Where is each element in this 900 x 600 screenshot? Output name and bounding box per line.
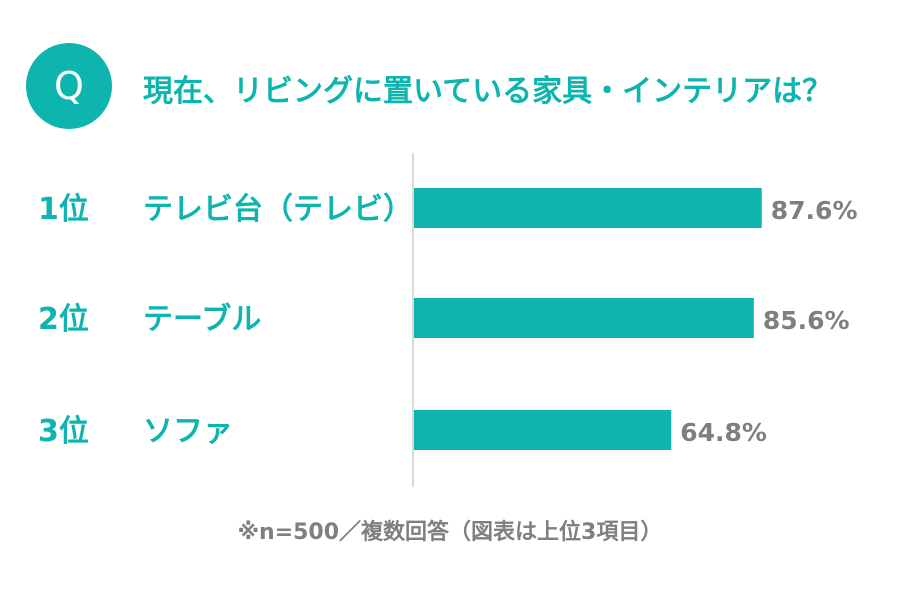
value-label: 87.6% [771, 196, 858, 225]
bar [414, 188, 762, 228]
bar [414, 410, 672, 450]
rank-label: 3位 [38, 414, 89, 449]
rank-label: 1位 [38, 192, 89, 227]
category-label: ソファ [143, 414, 233, 449]
rank-label: 2位 [38, 302, 89, 337]
question-title: 現在、リビングに置いている家具・インテリアは？ [143, 74, 833, 109]
question-badge: Q [26, 43, 112, 129]
value-label: 64.8% [680, 418, 767, 447]
category-label: テーブル [143, 302, 261, 337]
footnote: ※n=500／複数回答（図表は上位3項目） [237, 520, 663, 545]
bar [414, 298, 754, 338]
value-label: 85.6% [763, 306, 850, 335]
category-label: テレビ台（テレビ） [143, 192, 413, 227]
